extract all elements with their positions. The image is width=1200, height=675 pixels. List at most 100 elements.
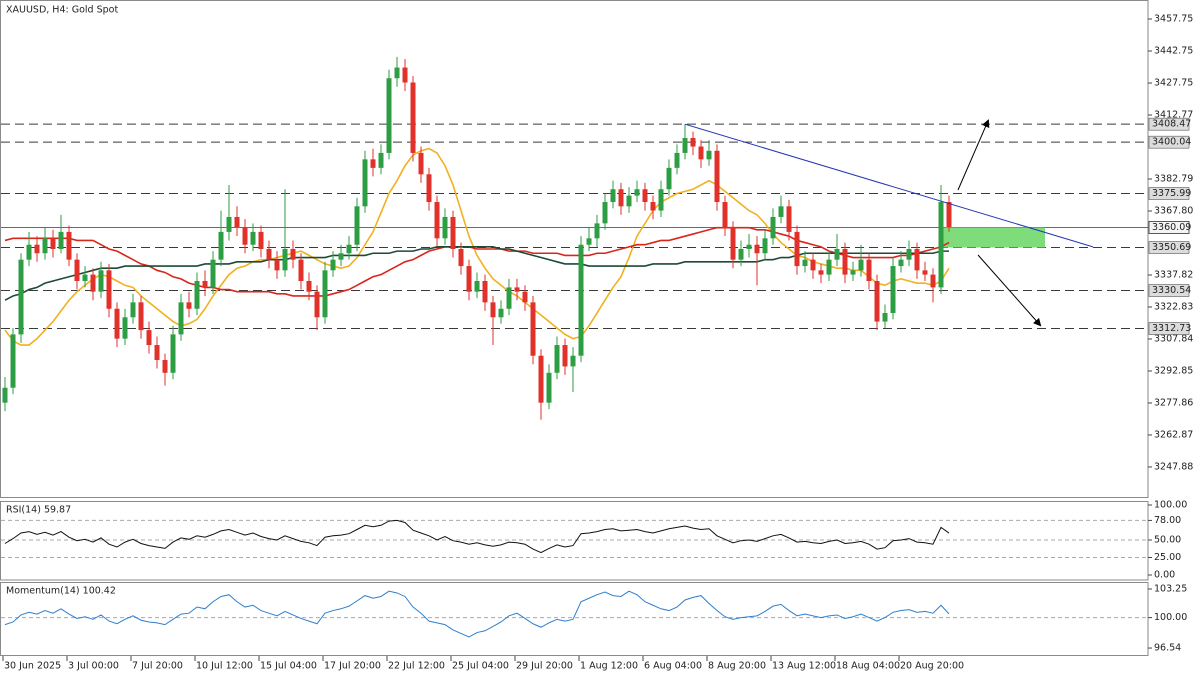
candle-body xyxy=(106,270,112,309)
candle-body xyxy=(42,238,48,254)
candle-body xyxy=(866,259,872,282)
candle-body xyxy=(258,231,264,249)
candle-body xyxy=(562,345,568,367)
level-label: 3330.54 xyxy=(1152,285,1191,296)
candle-body xyxy=(626,195,632,207)
trendline xyxy=(684,123,1094,248)
level-label: 3350.69 xyxy=(1152,242,1191,253)
level-label-box xyxy=(1148,187,1190,200)
candle-body xyxy=(754,244,760,254)
candle-body xyxy=(378,152,384,168)
candle-body xyxy=(770,216,776,239)
y-tick-label: 3277.86 xyxy=(1154,397,1193,408)
candle-body xyxy=(90,274,96,292)
candle-body xyxy=(874,281,880,322)
x-tick-label: 17 Jul 20:00 xyxy=(324,661,381,672)
candle-body xyxy=(818,270,824,275)
momentum-panel xyxy=(0,582,1149,656)
y-tick-label: 3367.80 xyxy=(1154,205,1193,216)
candle-body xyxy=(66,231,72,260)
candle-body xyxy=(786,206,792,232)
candle-body xyxy=(266,248,272,260)
arrow-down xyxy=(977,254,1042,327)
candle-body xyxy=(890,266,896,314)
candle-body xyxy=(138,302,144,331)
candle-body xyxy=(570,355,576,367)
candle-body xyxy=(2,387,8,403)
candle-body xyxy=(394,67,400,79)
candle-body xyxy=(58,231,64,249)
candle-body xyxy=(658,189,664,211)
rsi-panel xyxy=(0,501,1149,581)
candle-body xyxy=(314,291,320,318)
candle-body xyxy=(186,302,192,309)
candle-body xyxy=(634,189,640,196)
candle-body xyxy=(530,302,536,356)
y-tick-label: 3262.87 xyxy=(1154,429,1193,440)
candle-body xyxy=(714,150,720,203)
candle-body xyxy=(290,248,296,260)
level-label-box xyxy=(1148,284,1190,297)
y-tick-label: 3427.75 xyxy=(1154,78,1193,89)
x-tick-label: 22 Jul 12:00 xyxy=(388,661,445,672)
y-tick-label: 3442.75 xyxy=(1154,46,1193,57)
candle-body xyxy=(410,82,416,153)
candle-body xyxy=(442,216,448,239)
y-tick-label: 3322.83 xyxy=(1154,301,1193,312)
candle-body xyxy=(418,152,424,175)
candle-body xyxy=(306,281,312,292)
support-zone xyxy=(941,227,1045,248)
y-tick-label: 3307.84 xyxy=(1154,333,1193,344)
candle-body xyxy=(794,231,800,267)
x-tick-label: 8 Aug 20:00 xyxy=(708,661,766,672)
candle-body xyxy=(946,202,952,228)
momentum-title: Momentum(14) 100.42 xyxy=(6,586,116,597)
candle-body xyxy=(34,244,40,254)
candle-body xyxy=(762,238,768,254)
candle-body xyxy=(202,281,208,288)
candle-body xyxy=(458,248,464,267)
candle-body xyxy=(154,345,160,360)
candle-body xyxy=(610,189,616,203)
candle-body xyxy=(114,308,120,339)
axes: 3457.75 3442.75 3427.75 3412.77 3382.79 3367.… xyxy=(2,13,1193,672)
candle-body xyxy=(738,248,744,260)
candle-body xyxy=(506,287,512,309)
candle-body xyxy=(346,244,352,254)
candle-body xyxy=(690,137,696,147)
candle-body xyxy=(386,78,392,153)
candle-body xyxy=(746,244,752,249)
candle-body xyxy=(938,202,944,288)
y-tick-label: 3247.88 xyxy=(1154,461,1193,472)
candle-body xyxy=(170,334,176,373)
candle-body xyxy=(26,244,32,260)
y-tick-label: 100.00 xyxy=(1154,500,1187,511)
candle-body xyxy=(18,259,24,335)
x-tick-label: 25 Jul 04:00 xyxy=(452,661,509,672)
candle-body xyxy=(826,259,832,275)
level-label: 3375.99 xyxy=(1152,188,1191,199)
y-tick-label: 3292.85 xyxy=(1154,365,1193,376)
candle-body xyxy=(850,270,856,275)
candle-body xyxy=(602,202,608,224)
x-tick-label: 10 Jul 12:00 xyxy=(196,661,253,672)
candle-body xyxy=(682,137,688,153)
candle-body xyxy=(594,223,600,239)
level-label: 3400.04 xyxy=(1152,137,1191,148)
x-tick-label: 3 Jul 00:00 xyxy=(68,661,119,672)
candle-body xyxy=(546,372,552,403)
candle-body xyxy=(650,202,656,211)
x-tick-label: 18 Aug 04:00 xyxy=(836,661,900,672)
x-tick-label: 13 Aug 12:00 xyxy=(772,661,836,672)
candle-body xyxy=(426,174,432,203)
level-label: 3312.73 xyxy=(1152,323,1191,334)
candle-body xyxy=(842,248,848,275)
candle-body xyxy=(930,274,936,288)
moving-average xyxy=(4,226,950,297)
candle-body xyxy=(802,259,808,267)
arrow-up xyxy=(957,119,990,191)
candle-body xyxy=(522,291,528,303)
candle-body xyxy=(82,274,88,282)
rsi-title: RSI(14) 59.87 xyxy=(6,505,71,516)
